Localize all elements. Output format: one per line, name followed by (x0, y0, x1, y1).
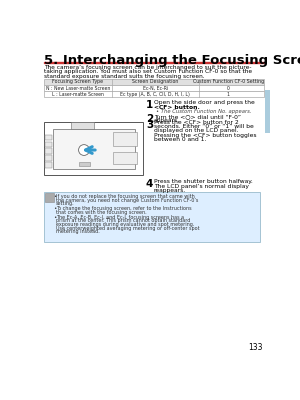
Bar (113, 132, 137, 146)
Text: Press the <CF> button for 2: Press the <CF> button for 2 (154, 120, 238, 125)
Bar (45, 135, 52, 140)
Bar (45, 156, 52, 161)
Bar (44, 79, 264, 85)
Text: 5. Interchanging the Focusing Screen: 5. Interchanging the Focusing Screen (44, 54, 300, 67)
Text: If you do not replace the focusing screen that came with: If you do not replace the focusing scree… (56, 194, 195, 199)
Text: L : Laser-matte Screen: L : Laser-matte Screen (52, 92, 104, 97)
Text: • The Custom Function No. appears.: • The Custom Function No. appears. (156, 109, 252, 114)
Text: metering instead.: metering instead. (56, 229, 100, 234)
Text: 0: 0 (227, 86, 230, 90)
Text: 2: 2 (146, 114, 153, 124)
Text: <CF> button.: <CF> button. (154, 104, 200, 110)
Bar (45, 148, 52, 154)
Text: setting.: setting. (56, 201, 75, 206)
Text: exposure readings during evaluative and spot metering.: exposure readings during evaluative and … (56, 222, 194, 227)
Bar (44, 62, 264, 63)
Text: Custom Function CF-0 Setting: Custom Function CF-0 Setting (193, 79, 264, 84)
Bar (53, 129, 135, 169)
Text: •: • (53, 194, 56, 199)
Text: Screen Designation: Screen Designation (132, 79, 178, 84)
Text: Pressing the <CF> button toggles: Pressing the <CF> button toggles (154, 133, 256, 138)
Text: 1: 1 (146, 100, 153, 110)
Text: 3: 3 (146, 120, 153, 130)
Text: The Ec-A, Ec-B, Ec-I, and Ec-L focusing screens has a: The Ec-A, Ec-B, Ec-I, and Ec-L focusing … (56, 214, 184, 220)
Text: Ec-N, Ec-Ri: Ec-N, Ec-Ri (143, 86, 168, 90)
Text: 133: 133 (248, 343, 262, 352)
Text: •: • (53, 214, 56, 220)
Text: the camera, you need not change Custom Function CF-0’s: the camera, you need not change Custom F… (56, 198, 199, 203)
Text: Ec type (A, B, C, CII, D, H, I, L): Ec type (A, B, C, CII, D, H, I, L) (120, 92, 190, 97)
Text: prism at the center. This prism cannot obtain standard: prism at the center. This prism cannot o… (56, 218, 190, 223)
Bar (71, 122, 94, 129)
Bar (44, 122, 143, 176)
Text: The LCD panel’s normal display: The LCD panel’s normal display (154, 184, 249, 188)
Text: •: • (53, 206, 56, 211)
Text: standard exposure standard suits the focusing screen.: standard exposure standard suits the foc… (44, 74, 204, 79)
Text: that comes with the focusing screen.: that comes with the focusing screen. (56, 210, 147, 215)
Text: To change the focusing screen, refer to the Instructions: To change the focusing screen, refer to … (56, 206, 192, 211)
Text: appears.: appears. (154, 118, 180, 123)
Text: The camera’s focusing screen can be interchanged to suit the picture-: The camera’s focusing screen can be inte… (44, 65, 251, 70)
Bar (79, 162, 90, 166)
Bar (113, 152, 137, 164)
Text: Press the shutter button halfway.: Press the shutter button halfway. (154, 179, 253, 184)
Bar (44, 91, 264, 97)
Circle shape (79, 145, 89, 156)
Text: Focusing Screen Type: Focusing Screen Type (52, 79, 104, 84)
Text: Turn the <○> dial until “F-0”: Turn the <○> dial until “F-0” (154, 114, 241, 119)
Bar (265, 90, 270, 133)
Text: between 0 and 1.: between 0 and 1. (154, 137, 206, 142)
Text: displayed on the LCD panel.: displayed on the LCD panel. (154, 128, 238, 134)
Bar (45, 193, 54, 202)
Text: Use centerweighted averaging metering or off-center spot: Use centerweighted averaging metering or… (56, 226, 200, 231)
Bar (45, 142, 52, 147)
Text: Open the side door and press the: Open the side door and press the (154, 100, 254, 105)
Bar (44, 192, 260, 242)
Text: taking application. You must also set Custom Function CF-0 so that the: taking application. You must also set Cu… (44, 70, 252, 74)
Bar (45, 162, 52, 168)
Text: 4: 4 (146, 179, 153, 189)
Text: N : New Laser-matte Screen: N : New Laser-matte Screen (46, 86, 110, 90)
Text: seconds. Either “0” or “1” will be: seconds. Either “0” or “1” will be (154, 124, 254, 129)
Text: 1: 1 (227, 92, 230, 97)
Bar (44, 85, 264, 91)
Text: reappears.: reappears. (154, 188, 186, 193)
